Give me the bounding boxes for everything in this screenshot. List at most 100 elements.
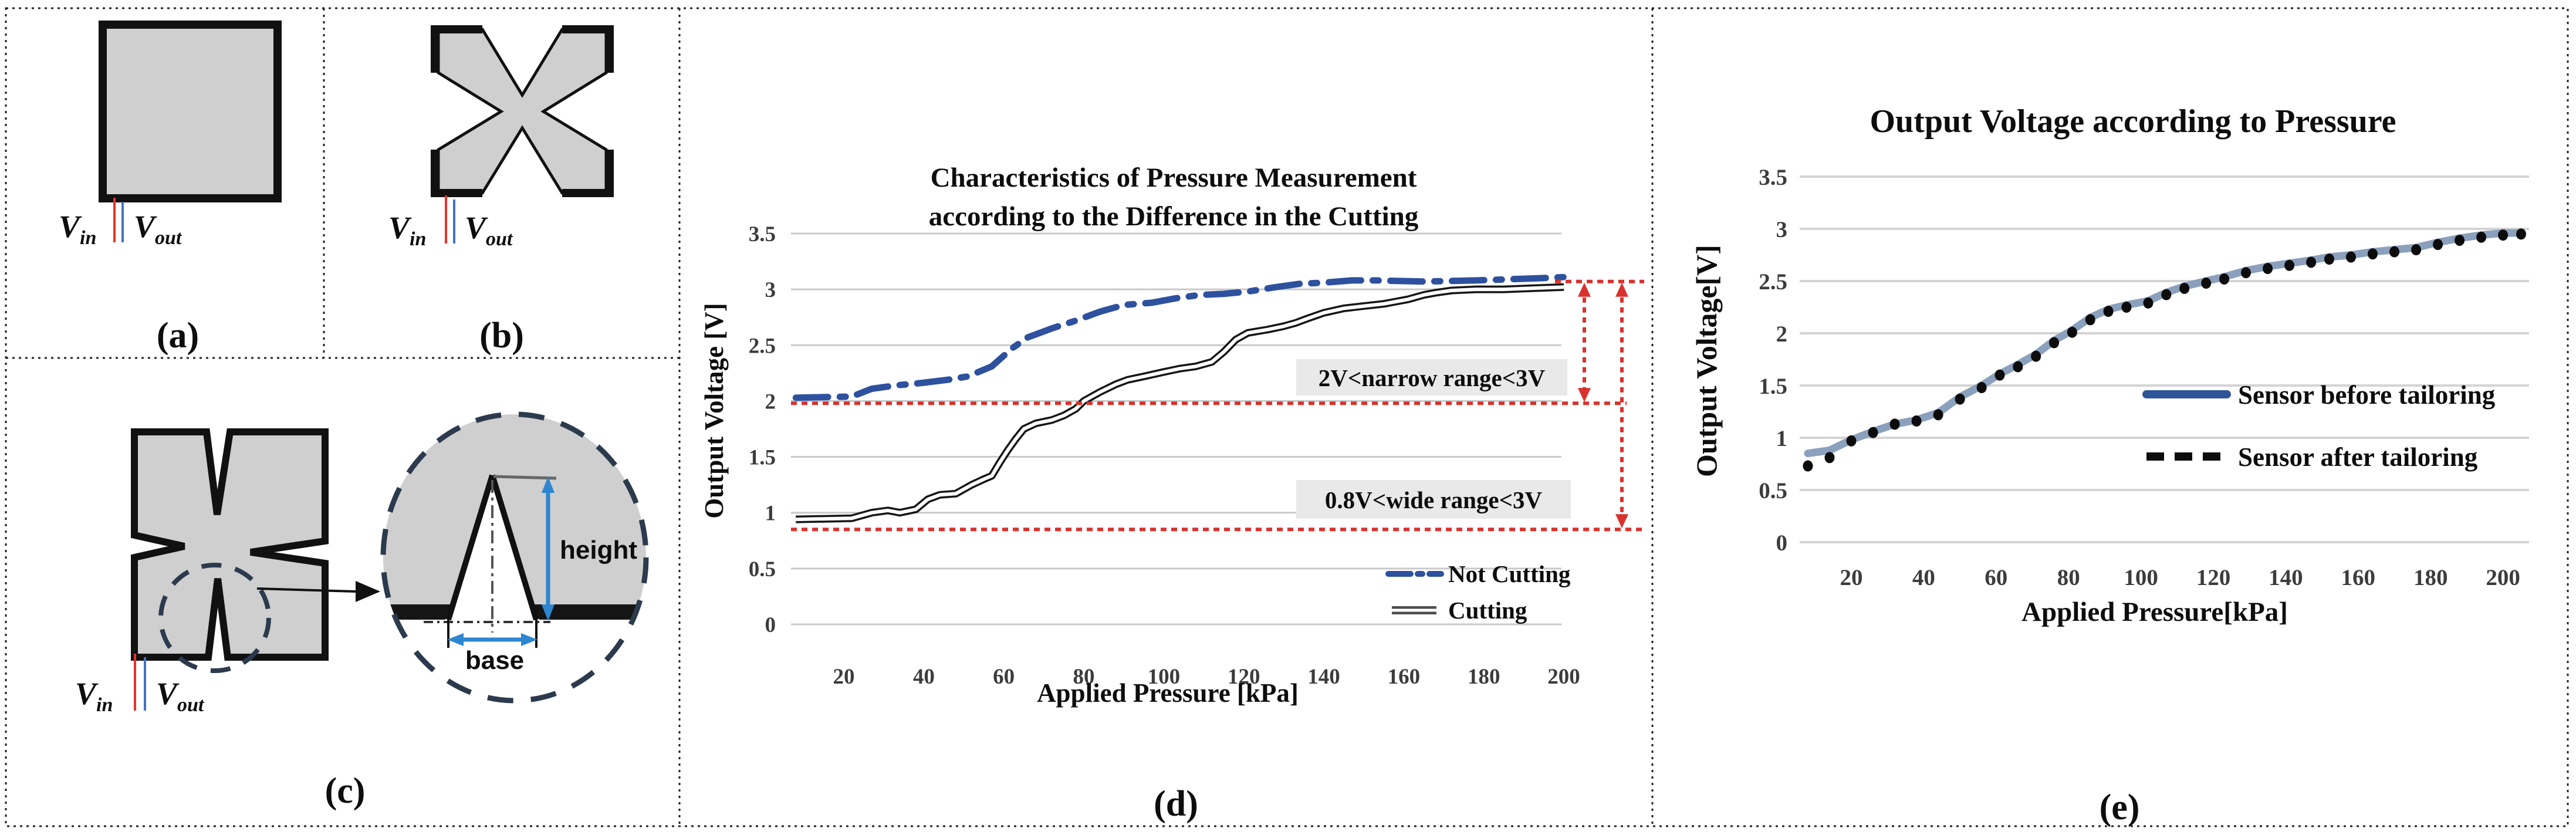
e-x-tick: 40	[1912, 565, 1935, 590]
panel-a: Vin Vout (a)	[59, 21, 282, 356]
d-x-tick: 180	[1468, 665, 1500, 689]
base-arrowhead-left	[447, 633, 464, 646]
d-tick-labels: 0 0.5 1 1.5 2 2.5 3 3.5 20 40 60 80 100 120 140 160 180 2…	[749, 222, 1580, 689]
after-tailoring-dot	[1824, 452, 1835, 464]
after-tailoring-dot	[2013, 361, 2023, 373]
after-tailoring-dot	[2031, 350, 2041, 362]
x-corner-electrode-caps	[431, 25, 614, 197]
not-cutting-legend-label: Not Cutting	[1448, 560, 1571, 587]
after-tailoring-dot	[2367, 248, 2378, 260]
wide-range-arrow-head-top	[1615, 282, 1628, 297]
cutting-legend-label: Cutting	[1448, 597, 1527, 624]
e-y-tick: 3.5	[1759, 165, 1787, 190]
d-x-tick: 200	[1547, 665, 1580, 689]
wide-range-label: 0.8V<wide range<3V	[1325, 486, 1543, 513]
after-tailoring-dot	[2284, 259, 2295, 271]
callout-arrowhead	[356, 581, 380, 602]
d-x-tick: 120	[1228, 665, 1260, 689]
base-label: base	[465, 646, 524, 675]
after-tailoring-dot	[2324, 253, 2334, 265]
e-x-tick: 60	[1985, 565, 2007, 590]
e-y-tick: 0	[1776, 530, 1788, 556]
vin-label: Vin	[388, 210, 426, 250]
d-y-tick: 1.5	[749, 446, 776, 470]
after-tailoring-dot	[2263, 263, 2273, 275]
height-arrowhead-top	[542, 476, 555, 493]
after-tailoring-dot	[2306, 256, 2317, 268]
panel-b-letter: (b)	[479, 316, 524, 356]
narrow-range-arrow-head-top	[1578, 282, 1591, 297]
e-y-tick: 0.5	[1759, 478, 1787, 503]
narrow-range-arrow-head-bottom	[1578, 388, 1591, 403]
e-y-tick: 3	[1776, 217, 1788, 242]
outer-border	[5, 7, 2569, 827]
panel-a-letter: (a)	[157, 316, 199, 356]
d-y-tick: 3.5	[749, 222, 776, 246]
height-arrowhead-bottom	[542, 604, 555, 621]
panel-c: height base Vin Vout (c)	[75, 411, 649, 811]
after-tailoring-dot	[2067, 326, 2077, 338]
notched-sensor-shape	[131, 428, 329, 661]
panel-e-letter: (e)	[2100, 787, 2140, 827]
after-tailoring-dot	[1803, 460, 1813, 472]
cutting-curve-inner	[796, 285, 1564, 522]
wide-range-arrow-head-bottom	[1615, 514, 1628, 529]
e-y-tick: 1.5	[1759, 374, 1787, 399]
e-x-tick: 20	[1840, 565, 1863, 590]
e-series-curves	[1803, 228, 2526, 472]
d-y-tick: 2.5	[749, 334, 776, 358]
after-tailoring-dot	[2121, 302, 2132, 313]
magnifier-dashed-ellipse	[380, 411, 649, 704]
e-y-tick: 2.5	[1759, 269, 1787, 295]
after-tailoring-dot	[2143, 297, 2154, 309]
d-x-tick: 60	[993, 665, 1015, 689]
e-y-tick: 1	[1776, 426, 1788, 451]
d-y-tick: 2	[765, 390, 776, 414]
after-tailoring-dot	[2455, 235, 2465, 246]
after-tailoring-dot	[1911, 415, 1922, 427]
d-y-tick: 1	[765, 502, 776, 526]
narrow-range-label: 2V<narrow range<3V	[1319, 364, 1546, 391]
after-tailoring-dot	[2103, 306, 2114, 317]
e-x-tick: 160	[2341, 565, 2376, 590]
after-tailoring-legend-label: Sensor after tailoring	[2238, 442, 2478, 472]
panel-c-letter: (c)	[325, 771, 366, 811]
after-tailoring-dot	[2161, 289, 2172, 300]
after-tailoring-dot	[1955, 393, 1965, 405]
notch-side-right	[489, 474, 539, 621]
e-gridlines	[1800, 175, 2529, 543]
e-legend: Sensor before tailoring Sensor after tai…	[2142, 380, 2496, 472]
panel-e-chart: 0 0.5 1 1.5 2 2.5 3 3.5 20 40 60 80 100 120 140 160 180 2…	[1690, 103, 2529, 827]
panel-d-chart: 0 0.5 1 1.5 2 2.5 3 3.5 20 40 60 80 100 120 140 160 180 2…	[699, 163, 1644, 824]
e-x-tick: 100	[2124, 565, 2158, 590]
d-title-line2: according to the Difference in the Cutti…	[929, 201, 1419, 232]
panel-b: Vin Vout (b)	[388, 25, 614, 356]
callout-arrow-line	[256, 587, 356, 593]
e-title: Output Voltage according to Pressure	[1870, 103, 2396, 140]
d-y-tick: 3	[765, 278, 776, 302]
apex-level-line	[493, 475, 557, 480]
d-red-guides	[791, 279, 1644, 532]
d-y-tick: 0.5	[749, 557, 776, 582]
after-tailoring-dot	[1933, 409, 1943, 421]
after-tailoring-dot	[1976, 382, 1987, 394]
e-tick-labels: 0 0.5 1 1.5 2 2.5 3 3.5 20 40 60 80 100 120 140 160 180 2…	[1759, 165, 2520, 590]
d-x-tick: 20	[833, 665, 855, 689]
after-tailoring-dot	[1994, 369, 2005, 381]
after-tailoring-dot	[2345, 251, 2356, 263]
d-x-tick: 100	[1148, 665, 1181, 689]
e-x-tick: 120	[2196, 565, 2231, 590]
vout-label: Vout	[465, 210, 513, 250]
magnified-notch-view	[383, 414, 646, 623]
wide-range-box	[1296, 480, 1571, 519]
after-tailoring-dot	[1846, 435, 1857, 447]
narrow-range-box	[1296, 359, 1567, 395]
after-tailoring-dot	[2219, 273, 2230, 285]
after-tailoring-dot	[2389, 246, 2399, 258]
d-x-tick: 40	[913, 665, 935, 689]
d-x-tick: 80	[1073, 665, 1095, 689]
vout-label: Vout	[156, 676, 205, 716]
after-tailoring-dot	[2476, 231, 2487, 243]
